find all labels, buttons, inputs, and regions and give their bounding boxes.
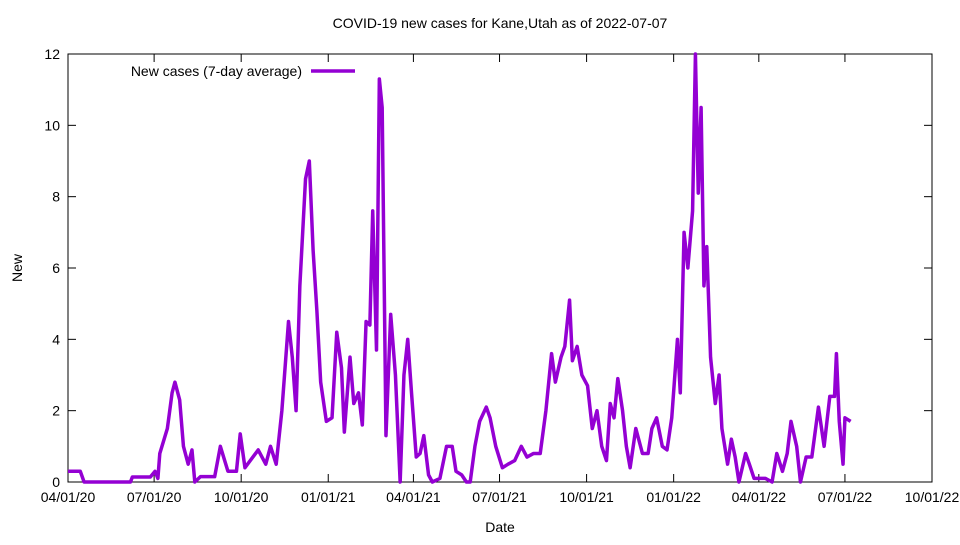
x-tick-label: 04/01/20: [41, 489, 96, 505]
y-tick-label: 10: [44, 117, 60, 133]
x-tick-label: 10/01/22: [905, 489, 960, 505]
y-tick-label: 12: [44, 46, 60, 62]
chart-title: COVID-19 new cases for Kane,Utah as of 2…: [333, 15, 668, 31]
x-tick-label: 10/01/21: [559, 489, 614, 505]
plot-frame: [67, 53, 933, 483]
x-tick-label: 04/01/22: [732, 489, 787, 505]
y-axis-label: New: [9, 253, 25, 282]
x-tick-label: 07/01/21: [472, 489, 527, 505]
y-tick-label: 2: [52, 403, 60, 419]
data-line: [68, 52, 852, 484]
y-tick-label: 4: [52, 331, 60, 347]
x-tick-label: 10/01/20: [214, 489, 269, 505]
y-tick-label: 0: [52, 474, 60, 490]
x-tick-label: 07/01/20: [127, 489, 182, 505]
y-tick-label: 8: [52, 189, 60, 205]
x-axis-label: Date: [485, 519, 515, 535]
y-tick-label: 6: [52, 260, 60, 276]
x-tick-label: 04/01/21: [386, 489, 441, 505]
x-tick-label: 07/01/22: [818, 489, 873, 505]
x-tick-label: 01/01/22: [646, 489, 701, 505]
legend-label: New cases (7-day average): [131, 63, 302, 79]
x-tick-label: 01/01/21: [301, 489, 356, 505]
